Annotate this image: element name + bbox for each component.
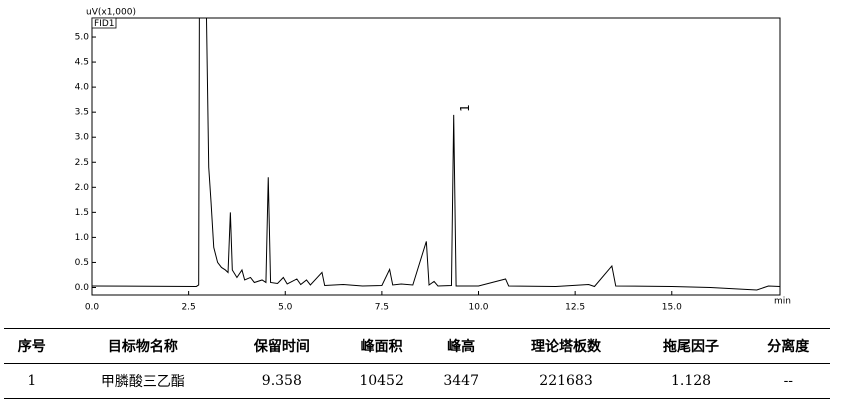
header-cell: 峰面积	[337, 328, 426, 364]
x-axis-label: min	[774, 297, 791, 307]
header-cell: 理论塔板数	[496, 328, 636, 364]
results-table: 序号 目标物名称 保留时间 峰面积 峰高 理论塔板数 拖尾因子 分离度 1 甲膦酸三乙酯 9.35…	[4, 328, 830, 399]
chart: uV(x1,000) FID1 min 0.0 0.5 1.0 1.5 2.0 2.5 3.…	[75, 8, 791, 313]
table-cell: 10452	[337, 363, 426, 399]
header-cell: 序号	[4, 328, 60, 364]
table-cell: --	[746, 363, 830, 399]
x-tick-label: 7.5	[375, 303, 389, 313]
x-tick-label: 5.0	[278, 303, 293, 313]
detector-box	[91, 17, 117, 29]
table-cell: 1.128	[635, 363, 747, 399]
table-cell: 1	[4, 363, 60, 399]
table-cell: 3447	[425, 363, 497, 399]
header-row: 序号 目标物名称 保留时间 峰面积 峰高 理论塔板数 拖尾因子 分离度	[4, 328, 830, 364]
y-tick-label: 5.0	[75, 33, 90, 43]
header-cell: 保留时间	[226, 328, 338, 364]
y-tick-label: 2.0	[75, 183, 90, 193]
y-tick-label: 1.5	[75, 208, 89, 218]
y-tick-label: 1.0	[75, 233, 90, 243]
table-row: 1 甲膦酸三乙酯 9.358 10452 3447 221683 1.128 --	[4, 363, 830, 399]
y-tick-label: 2.5	[75, 158, 89, 168]
header-cell: 拖尾因子	[635, 328, 747, 364]
table-cell: 甲膦酸三乙酯	[59, 363, 227, 399]
y-tick-label: 3.0	[75, 133, 90, 143]
y-tick-label: 0.0	[75, 283, 90, 293]
y-axis-label: uV(x1,000)	[86, 8, 136, 18]
x-tick-label: 12.5	[565, 303, 585, 313]
x-tick-label: 0.0	[85, 303, 100, 313]
x-tick-label: 10.0	[468, 303, 488, 313]
x-tick-label: 2.5	[181, 303, 195, 313]
header-cell: 峰高	[425, 328, 497, 364]
plot-frame	[91, 17, 781, 296]
signal-line	[92, 18, 780, 291]
y-tick-label: 4.5	[75, 58, 89, 68]
header-cell: 目标物名称	[59, 328, 227, 364]
table-cell: 9.358	[226, 363, 338, 399]
table-body: 1 甲膦酸三乙酯 9.358 10452 3447 221683 1.128 --	[4, 363, 830, 399]
x-tick-label: 15.0	[662, 303, 682, 313]
y-tick-label: 0.5	[75, 258, 89, 268]
y-tick-label: 4.0	[75, 83, 90, 93]
y-tick-label: 3.5	[75, 108, 89, 118]
detector-label: FID1	[94, 19, 115, 29]
table-cell: 221683	[496, 363, 636, 399]
peak-annotation: 1	[458, 104, 472, 112]
header-cell: 分离度	[746, 328, 830, 364]
